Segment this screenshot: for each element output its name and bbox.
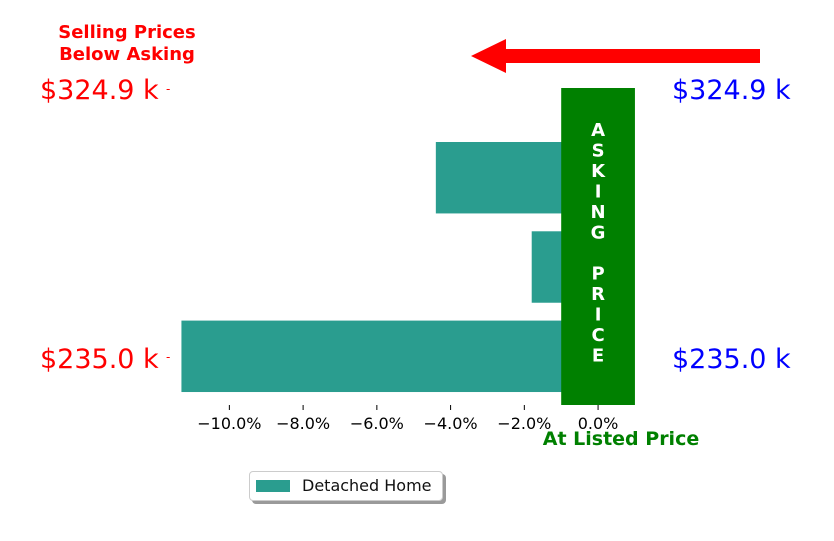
band-letter: C (591, 325, 604, 346)
x-tick-label: −8.0% (276, 414, 330, 433)
left-arrow-icon (471, 39, 760, 73)
x-tick-label: −10.0% (197, 414, 261, 433)
x-axis-label: At Listed Price (543, 428, 699, 450)
x-tick-label: −4.0% (424, 414, 478, 433)
legend-label: Detached Home (302, 476, 432, 495)
band-letter: I (595, 305, 602, 326)
band-letter: R (591, 284, 605, 305)
legend: Detached Home (249, 471, 443, 501)
left-top-price-label: $324.9 k (40, 75, 159, 106)
band-letter: A (591, 120, 605, 141)
band-letter: E (592, 346, 604, 367)
x-tick-label: −6.0% (350, 414, 404, 433)
left-top-tick-mark: - (166, 82, 170, 96)
chart-title-line: Selling Prices (58, 22, 195, 43)
band-letter: K (591, 161, 606, 182)
band-letter: I (595, 182, 602, 203)
asking-price-band (561, 88, 635, 405)
right-top-price-label: $324.9 k (672, 75, 791, 106)
left-bottom-price-label: $235.0 k (40, 344, 159, 375)
band-letter: P (591, 264, 604, 285)
x-tick-label: −2.0% (497, 414, 551, 433)
band-letter: S (592, 141, 605, 162)
x-tick-label: 0.0% (578, 414, 619, 433)
band-letter: G (591, 223, 606, 244)
right-bottom-price-label: $235.0 k (672, 344, 791, 375)
left-bottom-tick-mark: - (166, 350, 170, 364)
band-letter: N (591, 202, 606, 223)
legend-swatch (256, 480, 290, 492)
bar (181, 320, 599, 393)
chart-title-line: Below Asking (59, 44, 195, 65)
